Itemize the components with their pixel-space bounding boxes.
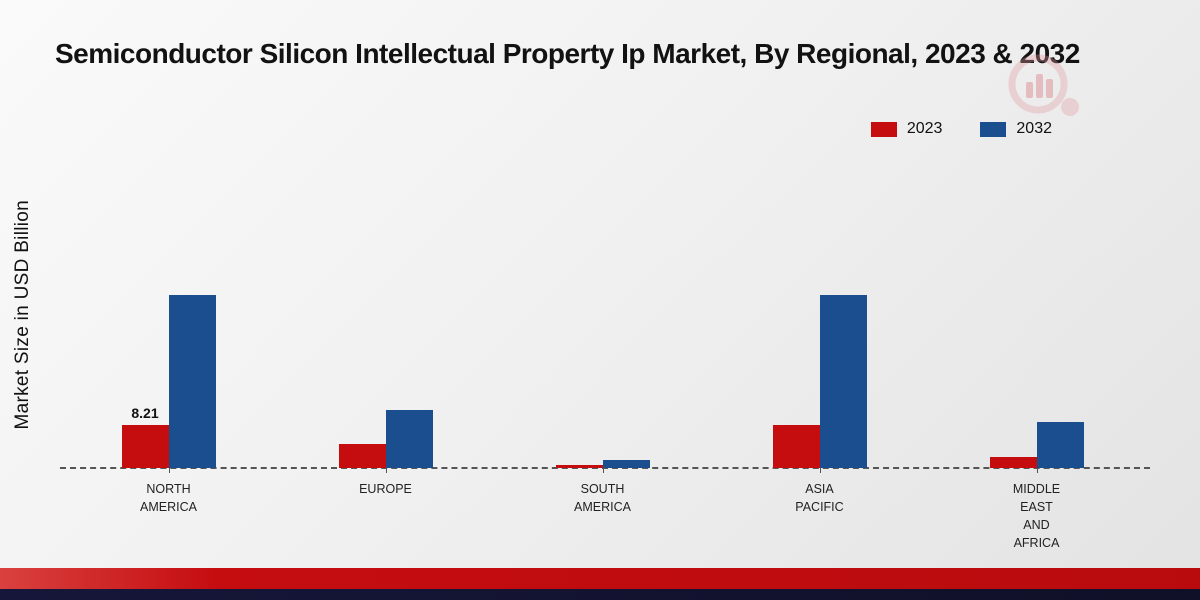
legend-swatch [980,121,1007,137]
plot-area: 8.21 NORTH AMERICA EUROPE SOUTH AMERICA ASIA… [60,258,1145,550]
legend-item-2023: 2023 [870,120,943,138]
bar-2032-asia [819,294,867,468]
category-label: NORTH AMERICA [140,482,197,515]
bar-2023-south [555,465,603,468]
axis-tick [1036,468,1038,473]
y-axis-label: Market Size in USD Billion [12,200,33,430]
bar-2023-middle [989,456,1037,468]
axis-tick [602,468,604,473]
bar-2032-south [602,459,650,468]
axis-tick [168,468,170,473]
axis-tick [819,468,821,473]
legend-label: 2023 [906,120,943,137]
bar-group: MIDDLE EAST AND AFRICA [989,422,1084,550]
bar-group: 8.21 NORTH AMERICA [121,294,216,514]
category-label: EUROPE [359,482,412,496]
category-label: SOUTH AMERICA [574,482,631,515]
bar-group: ASIA PACIFIC [772,294,867,514]
bar-2032-europe [385,410,433,468]
x-axis-baseline [60,467,1150,469]
mrfr-logo-watermark [1008,54,1079,116]
legend-item-2032: 2032 [980,120,1052,138]
bar-2023-asia [772,424,820,468]
category-label: ASIA PACIFIC [795,482,844,515]
axis-tick [385,468,387,473]
legend: 2023 2032 [870,120,1052,138]
bar-2032-middle [1036,422,1084,468]
bar-group: SOUTH AMERICA [555,459,650,514]
bar-2023-europe [338,443,386,468]
bar-2023-north: 8.21 [121,405,169,468]
page-title: Semiconductor Silicon Intellectual Prope… [55,38,1080,69]
footer-red-band [0,568,1200,589]
value-label: 8.21 [131,404,159,421]
legend-swatch [870,121,897,137]
legend-label: 2032 [1016,120,1052,137]
bar-group: EUROPE [338,410,433,496]
bar-2032-north [168,294,216,468]
footer-dark-band [0,589,1200,600]
category-label: MIDDLE EAST AND AFRICA [1012,482,1061,551]
